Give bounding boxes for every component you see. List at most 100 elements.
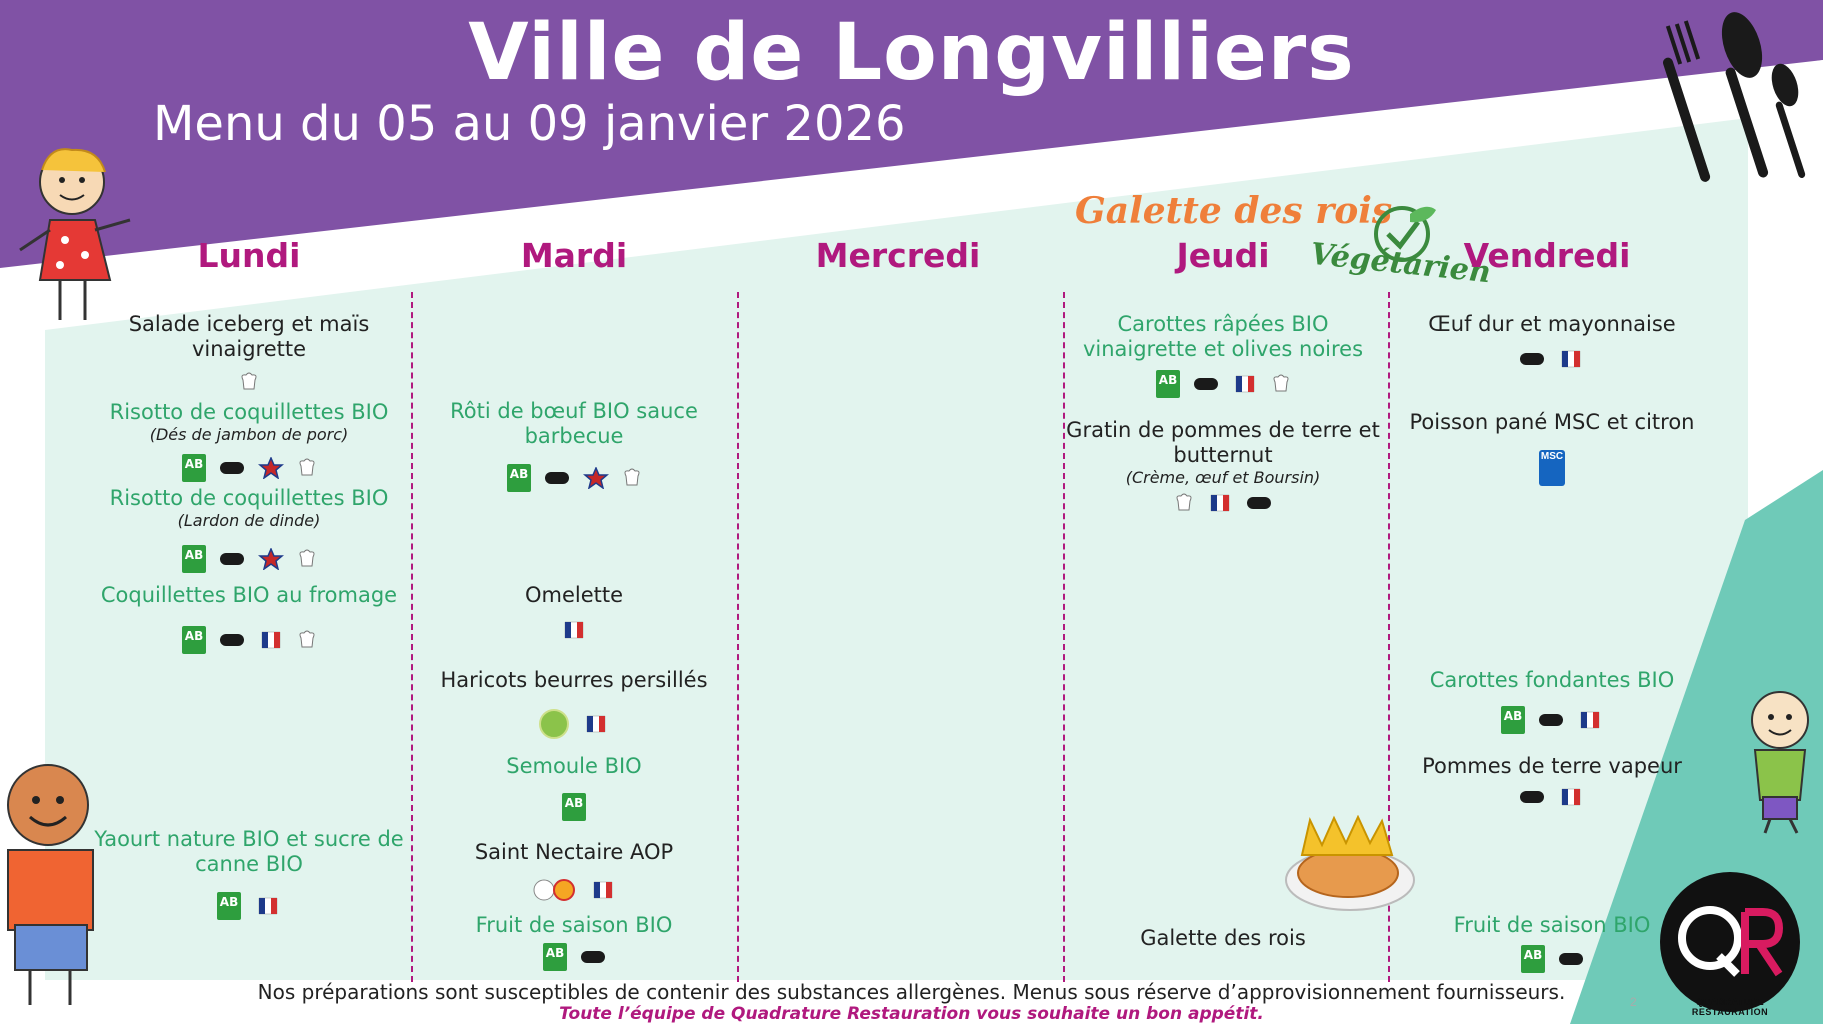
dish-mardi-alt: Omelette <box>524 583 624 607</box>
hve-label-icon <box>539 709 569 739</box>
ab-organic-icon: AB <box>217 892 241 920</box>
french-flag-icon <box>593 881 613 899</box>
page-number: 2 <box>1630 995 1637 1009</box>
icons-row: AB <box>89 454 409 482</box>
dish-vendredi-plat: Poisson pané MSC et citron <box>1409 410 1695 434</box>
dish-vendredi-legume: Carottes fondantes BIO <box>1429 668 1675 692</box>
french-flag-icon <box>258 897 278 915</box>
cuisine-icon <box>1539 714 1563 726</box>
column-divider <box>1388 292 1390 982</box>
ab-organic-icon: AB <box>1521 945 1545 973</box>
column-divider <box>1063 292 1065 982</box>
cuisine-icon <box>1520 353 1544 365</box>
dish-mardi-legume: Haricots beurres persillés <box>440 668 708 692</box>
dish-jeudi-entree: Carottes râpées BIO vinaigrette et olive… <box>1082 312 1364 361</box>
french-meat-star-icon <box>583 467 609 489</box>
cuisine-icon <box>1520 791 1544 803</box>
bon-appetit-message: Toute l’équipe de Quadrature Restauratio… <box>559 1004 1264 1024</box>
column-divider <box>737 292 739 982</box>
french-flag-icon <box>1561 350 1581 368</box>
vegetarian-check-icon <box>1374 206 1436 262</box>
cuisine-icon <box>1559 953 1583 965</box>
galette-label: Galette des rois <box>1075 190 1393 232</box>
cuisine-icon <box>220 634 244 646</box>
dish-mardi-fromage: Saint Nectaire AOP <box>474 840 674 864</box>
cuisine-icon <box>1194 378 1218 390</box>
ab-organic-icon: AB <box>1501 706 1525 734</box>
french-flag-icon <box>586 715 606 733</box>
child-drawing-icon <box>1751 691 1809 834</box>
day-jeudi: Jeudi <box>1176 236 1270 275</box>
icons-row <box>1063 492 1383 514</box>
day-mercredi: Mercredi <box>815 236 981 275</box>
aoc-aop-icon <box>533 879 575 901</box>
dish-jeudi-dessert: Galette des rois <box>1140 926 1306 950</box>
ab-organic-icon: AB <box>1156 370 1180 398</box>
dish-label: Gratin de pommes de terre et butternut <box>1066 418 1380 467</box>
french-meat-star-icon <box>258 548 284 570</box>
cutlery-icon <box>1663 12 1806 182</box>
french-flag-icon <box>1561 788 1581 806</box>
french-flag-icon <box>564 621 584 639</box>
icons-row: AB <box>89 626 409 654</box>
dish-note: (Crème, œuf et Boursin) <box>1125 468 1321 487</box>
dish-label: Risotto de coquillettes BIO <box>109 486 389 510</box>
icons-row <box>1392 786 1712 808</box>
ab-organic-icon: AB <box>182 626 206 654</box>
logo-caption: QUADRATURE RESTAURATION <box>1691 997 1769 1017</box>
cuisine-icon <box>1247 497 1271 509</box>
dish-note: (Lardon de dinde) <box>177 511 321 530</box>
ab-organic-icon: AB <box>562 793 586 821</box>
ab-organic-icon: AB <box>182 545 206 573</box>
cuisine-icon <box>545 472 569 484</box>
dish-mardi-plat: Rôti de bœuf BIO sauce barbecue <box>450 399 698 448</box>
icons-row: AB <box>1063 370 1383 398</box>
dish-mardi-feculent: Semoule BIO <box>506 754 642 778</box>
quadrature-logo-icon <box>1660 872 1800 1012</box>
dish-vendredi-dessert: Fruit de saison BIO <box>1453 913 1651 937</box>
icons-row: AB <box>1392 706 1712 734</box>
icons-row <box>414 619 734 641</box>
icons-row <box>414 878 734 902</box>
icons-row: AB <box>414 464 734 492</box>
dish-jeudi-plat: Gratin de pommes de terre et butternut (… <box>1063 418 1383 488</box>
dish-lundi-plat1: Risotto de coquillettes BIO (Dés de jamb… <box>89 400 409 445</box>
french-flag-icon <box>1210 494 1230 512</box>
dish-note: (Dés de jambon de porc) <box>149 425 349 444</box>
dish-vendredi-entree: Œuf dur et mayonnaise <box>1428 312 1676 336</box>
icons-row <box>1392 348 1712 370</box>
icons-row: MSC <box>1392 450 1712 486</box>
dish-mardi-dessert: Fruit de saison BIO <box>475 913 673 937</box>
mint-panel <box>45 118 1748 980</box>
dish-lundi-entree: Salade iceberg et maïs vinaigrette <box>128 312 370 361</box>
dish-label: Risotto de coquillettes BIO <box>109 400 389 424</box>
icons-row: AB <box>1392 945 1712 973</box>
chef-hat-icon <box>299 549 315 567</box>
chef-hat-icon <box>1273 374 1289 392</box>
boy-drawing-icon <box>7 764 94 1005</box>
allergen-disclaimer: Nos préparations sont susceptibles de co… <box>257 980 1566 1004</box>
dish-lundi-plat3: Coquillettes BIO au fromage <box>100 583 398 607</box>
girl-drawing-icon <box>19 148 131 320</box>
french-meat-star-icon <box>258 457 284 479</box>
ab-organic-icon: AB <box>543 943 567 971</box>
chef-hat-icon <box>299 458 315 476</box>
icons-row: AB <box>414 793 734 821</box>
day-vendredi: Vendredi <box>1463 236 1631 275</box>
cuisine-icon <box>581 951 605 963</box>
chef-hat-icon <box>1176 493 1192 511</box>
cuisine-icon <box>220 462 244 474</box>
menu-dates: Menu du 05 au 09 janvier 2026 <box>153 96 906 152</box>
msc-label-icon: MSC <box>1539 450 1565 486</box>
chef-hat-icon <box>624 468 640 486</box>
cuisine-icon <box>220 553 244 565</box>
icons-row: AB <box>89 545 409 573</box>
day-mardi: Mardi <box>520 236 628 275</box>
dish-lundi-plat2: Risotto de coquillettes BIO (Lardon de d… <box>89 486 409 531</box>
french-flag-icon <box>1235 375 1255 393</box>
icons-row: AB <box>89 892 409 920</box>
ab-organic-icon: AB <box>182 454 206 482</box>
purple-banner <box>0 0 1823 268</box>
dish-vendredi-feculent: Pommes de terre vapeur <box>1422 754 1682 778</box>
